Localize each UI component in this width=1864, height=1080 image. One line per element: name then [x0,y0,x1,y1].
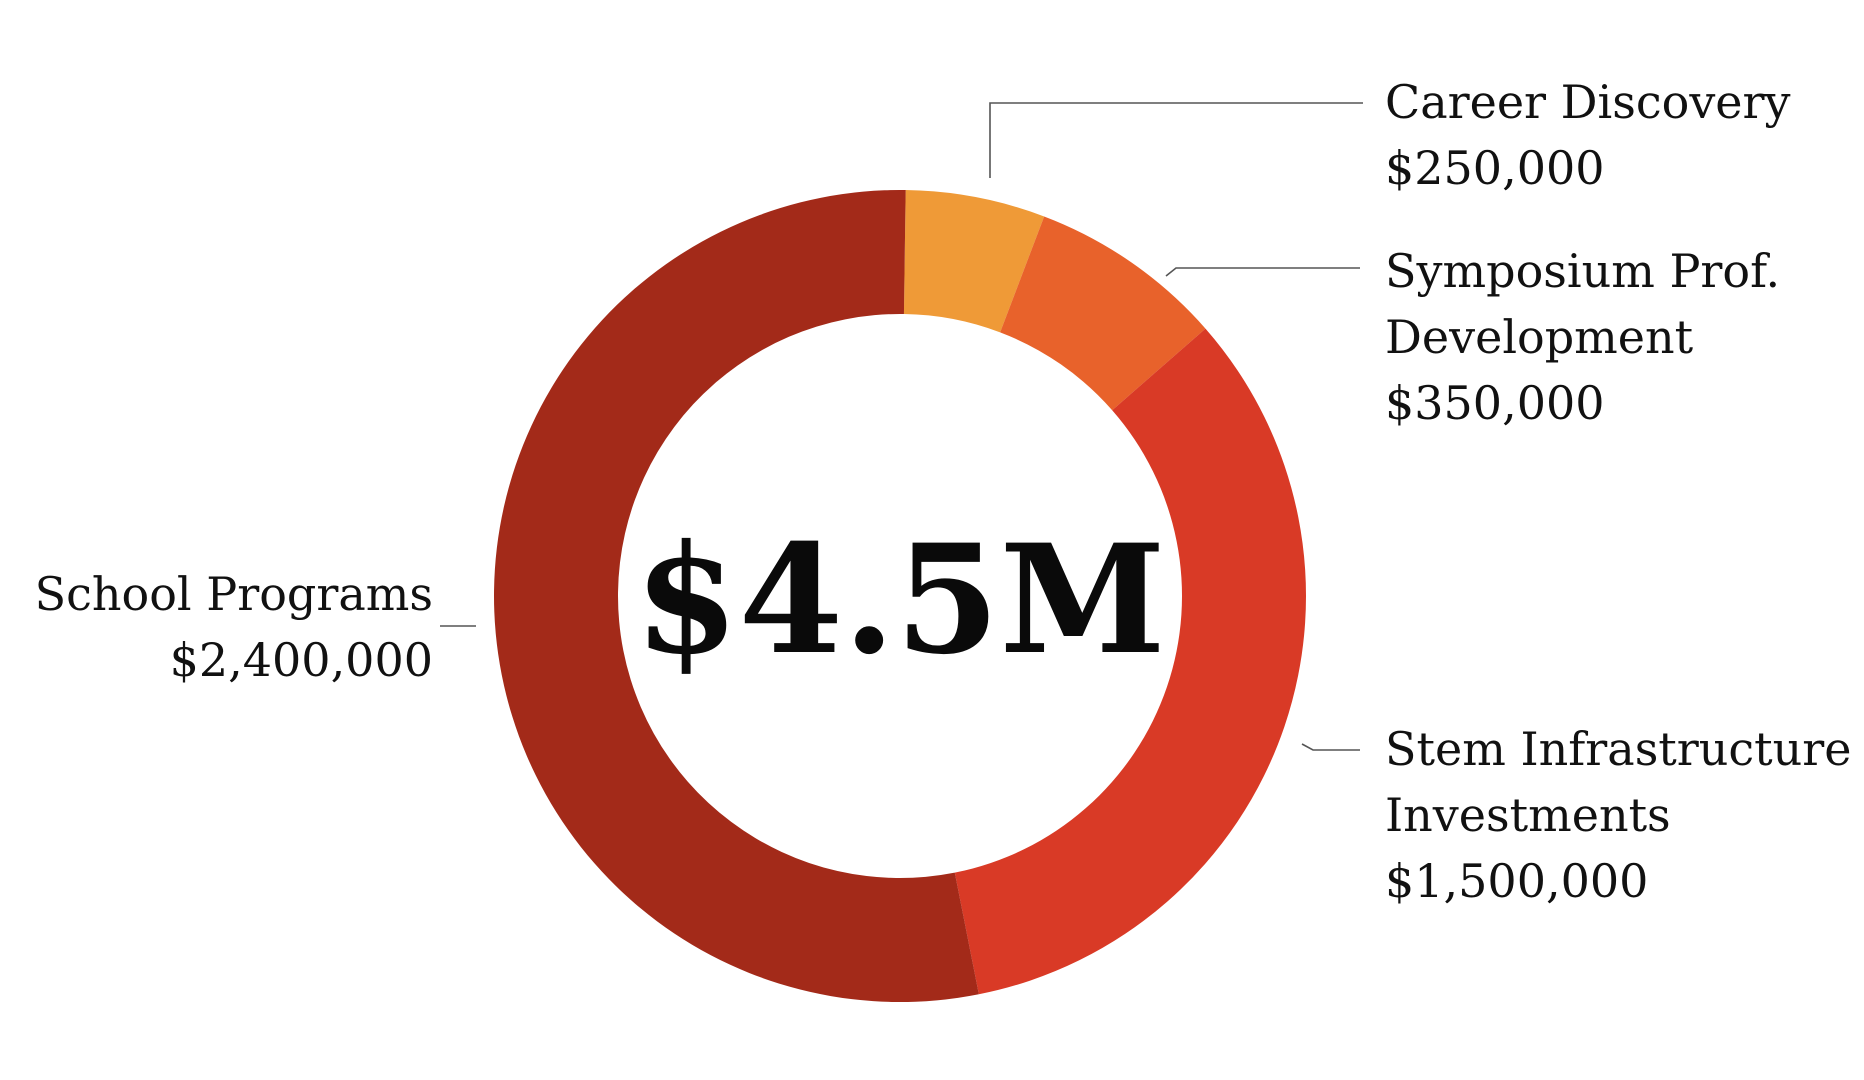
label-school-programs: School Programs $2,400,000 [35,567,433,687]
name-label-symposium-prof-development: Symposium Prof. [1385,244,1780,298]
label-symposium-prof-development: Symposium Prof. Development $350,000 [1385,244,1780,430]
donut-slices [494,190,1307,1002]
slice-career-discovery [903,190,1045,333]
leader-line-symposium-prof-development [1165,267,1360,277]
center-total-label: $4.5M [634,512,1165,688]
value-label-school-programs: $2,400,000 [170,633,433,687]
slice-stem-infrastructure-investments [954,328,1307,995]
value-label-stem-infrastructure-investments: $1,500,000 [1385,854,1648,908]
name-label-stem-infrastructure-investments: Stem Infrastructure [1385,722,1852,776]
slice-labels: Career Discovery $250,000 Symposium Prof. D… [35,75,1852,908]
value-label-career-discovery: $250,000 [1385,141,1605,195]
name-label-stem-infrastructure-investments: Investments [1385,788,1671,842]
label-career-discovery: Career Discovery $250,000 [1385,75,1791,195]
name-label-career-discovery: Career Discovery [1385,75,1791,129]
name-label-symposium-prof-development: Development [1385,310,1694,364]
value-label-symposium-prof-development: $350,000 [1385,376,1605,430]
name-label-school-programs: School Programs [35,567,433,621]
slice-symposium-prof-development [1000,216,1206,411]
leader-line-stem-infrastructure-investments [1301,743,1360,751]
leader-lines [440,102,1363,751]
slice-school-programs [494,190,979,1002]
leader-line-career-discovery [989,102,1363,178]
label-stem-infrastructure-investments: Stem Infrastructure Investments $1,500,000 [1385,722,1852,908]
